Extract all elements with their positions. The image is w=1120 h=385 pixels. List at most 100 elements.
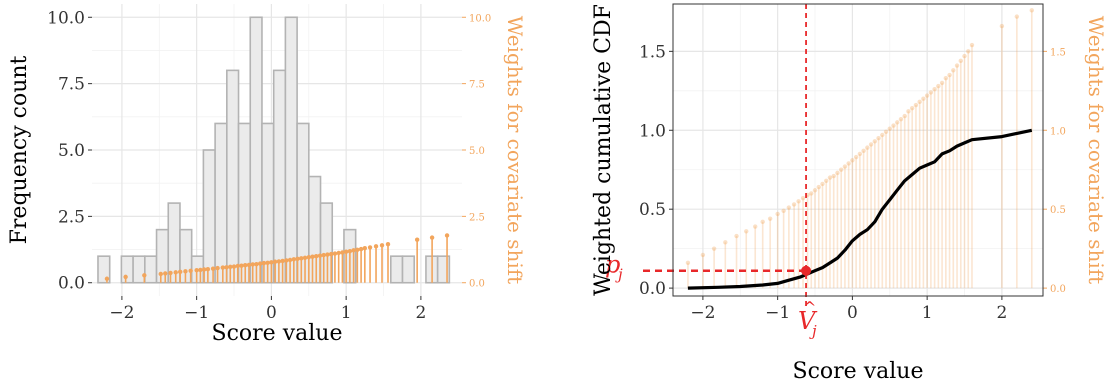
x-axis-title: Score value bbox=[793, 359, 924, 384]
weight-point bbox=[880, 132, 885, 138]
y2-tick-label: 2.5 bbox=[469, 212, 485, 223]
vj-label: V bbox=[798, 307, 818, 335]
weight-point bbox=[328, 251, 334, 257]
weight-point bbox=[838, 167, 844, 172]
weight-point bbox=[876, 135, 881, 141]
weight-point bbox=[198, 267, 203, 273]
weight-point bbox=[343, 249, 349, 254]
weight-point bbox=[317, 253, 323, 258]
y-tick-label: 0.5 bbox=[639, 200, 666, 220]
weight-point bbox=[827, 175, 833, 180]
weight-point bbox=[700, 252, 706, 258]
weight-point bbox=[355, 247, 360, 253]
weight-point bbox=[332, 251, 338, 256]
weight-point bbox=[246, 262, 252, 268]
weight-point bbox=[373, 244, 379, 249]
weight-point bbox=[760, 219, 765, 225]
x-tick-label: −1 bbox=[184, 303, 209, 323]
histogram-panel: −2 −1 0 1 2 0.0 2.5 5.0 7.5 10.0 0.0 2.5 5.0 7.5 10.0 S… bbox=[7, 4, 527, 346]
weight-point bbox=[358, 246, 364, 252]
x-tick-label: 0 bbox=[847, 303, 858, 323]
histogram-bar bbox=[120, 255, 134, 284]
weight-point bbox=[861, 148, 866, 153]
weight-point bbox=[753, 224, 758, 229]
weight-point bbox=[254, 261, 259, 267]
y2-tick-label: 1.0 bbox=[1050, 126, 1066, 137]
weight-point bbox=[1029, 8, 1034, 13]
weight-point bbox=[796, 199, 801, 204]
weight-point bbox=[943, 75, 949, 81]
weight-point bbox=[265, 260, 270, 266]
weight-point bbox=[906, 109, 911, 114]
weight-point bbox=[865, 145, 870, 150]
weight-point bbox=[853, 154, 859, 160]
weight-point bbox=[261, 260, 267, 266]
weight-point bbox=[347, 248, 353, 254]
y2-tick-label: 10.0 bbox=[469, 13, 491, 24]
y-tick-label: 0.0 bbox=[58, 274, 85, 294]
weight-point bbox=[188, 268, 193, 273]
weight-point bbox=[287, 257, 293, 263]
weight-point bbox=[284, 258, 289, 263]
pj-label-subscript: j bbox=[615, 266, 623, 284]
weight-point bbox=[385, 242, 391, 247]
weight-point bbox=[280, 258, 285, 264]
histogram-bar bbox=[237, 122, 252, 284]
weight-point bbox=[883, 129, 889, 135]
weight-point bbox=[367, 245, 373, 250]
histogram-bar bbox=[249, 16, 263, 284]
weight-point bbox=[791, 202, 797, 207]
y2-tick-label: 1.5 bbox=[1050, 47, 1066, 58]
x-tick-label: 1 bbox=[922, 303, 933, 323]
weight-point bbox=[744, 229, 749, 234]
weight-point bbox=[820, 181, 825, 187]
x-tick-label: 2 bbox=[996, 303, 1007, 323]
weight-point bbox=[685, 260, 691, 266]
histogram-bar bbox=[132, 255, 146, 284]
weight-point bbox=[220, 265, 226, 270]
y-tick-label: 7.5 bbox=[58, 75, 85, 95]
y2-tick-label: 0.5 bbox=[1050, 205, 1066, 216]
weight-point bbox=[291, 257, 297, 262]
weight-point bbox=[243, 263, 248, 268]
weight-point bbox=[966, 49, 971, 54]
weight-point bbox=[228, 264, 233, 269]
y2-tick-label: 0.0 bbox=[469, 279, 485, 290]
y2-tick-label: 7.5 bbox=[469, 80, 485, 91]
weight-point bbox=[842, 164, 848, 169]
panel-border bbox=[672, 3, 1044, 297]
weight-point bbox=[781, 208, 786, 213]
x-tick-label: −2 bbox=[109, 303, 134, 323]
weight-point bbox=[235, 263, 240, 269]
weight-point bbox=[846, 161, 851, 166]
weight-point bbox=[936, 83, 941, 89]
weight-point bbox=[831, 173, 836, 179]
y-axis-title: Frequency count bbox=[7, 55, 32, 244]
weight-point bbox=[183, 269, 188, 274]
weight-point bbox=[947, 72, 952, 78]
weight-point bbox=[928, 90, 934, 95]
weight-point bbox=[775, 211, 780, 217]
weight-point bbox=[310, 254, 315, 259]
weight-point bbox=[734, 233, 739, 239]
weight-point bbox=[272, 259, 278, 264]
weight-point bbox=[269, 260, 274, 265]
y2-tick-label: 5.0 bbox=[469, 146, 485, 157]
weight-point bbox=[306, 255, 311, 260]
weight-point bbox=[231, 264, 237, 269]
weight-point bbox=[917, 99, 922, 105]
weight-point bbox=[414, 237, 420, 242]
weight-point bbox=[711, 246, 717, 251]
vj-label-subscript: j bbox=[809, 322, 817, 340]
weight-point bbox=[969, 42, 975, 48]
weight-point bbox=[302, 255, 308, 260]
weight-point bbox=[429, 235, 435, 240]
histogram-bar bbox=[214, 122, 228, 284]
weight-point bbox=[351, 248, 356, 253]
weight-point bbox=[909, 105, 915, 111]
weight-point bbox=[299, 256, 304, 261]
weight-point bbox=[295, 256, 300, 262]
weight-point bbox=[939, 80, 945, 86]
weight-point bbox=[902, 113, 907, 119]
